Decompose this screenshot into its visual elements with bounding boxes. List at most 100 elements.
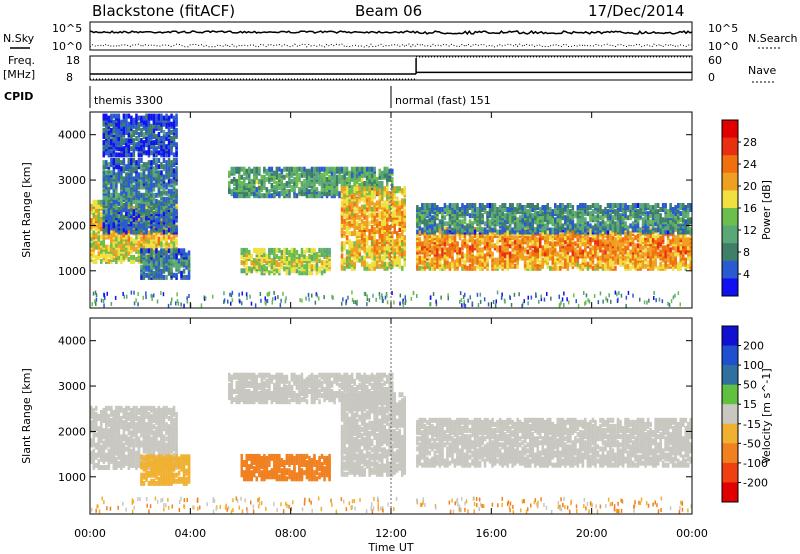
power-cell xyxy=(150,150,153,156)
power-cell xyxy=(654,239,657,245)
power-cell xyxy=(353,194,356,200)
power-cell xyxy=(172,140,176,146)
power-cell xyxy=(370,190,374,196)
nsearch-tick-bottom: 10^0 xyxy=(708,40,738,53)
power-cell xyxy=(100,240,103,246)
power-cell xyxy=(95,254,98,260)
power-cell xyxy=(393,208,397,214)
power-cell xyxy=(360,204,364,210)
power-cell xyxy=(185,274,188,280)
power-cell xyxy=(609,245,612,251)
power-cell xyxy=(579,233,582,239)
power-cell xyxy=(461,233,464,239)
power-cell xyxy=(375,222,379,228)
power-cell xyxy=(651,265,655,271)
power-cell xyxy=(370,181,374,186)
power-cell xyxy=(463,237,467,243)
power-cell xyxy=(102,194,106,200)
power-cell xyxy=(398,200,402,206)
power-cell xyxy=(102,160,106,166)
power-cell xyxy=(446,235,449,241)
power-cell xyxy=(258,247,261,253)
power-cell xyxy=(355,241,359,247)
power-cell xyxy=(353,216,356,222)
power-cell xyxy=(446,247,449,253)
power-cell xyxy=(140,214,143,220)
power-cell xyxy=(258,166,261,172)
power-cell xyxy=(105,248,108,254)
power-cell xyxy=(167,140,171,146)
power-cell xyxy=(463,233,467,239)
power-cell xyxy=(152,215,156,221)
power-cell xyxy=(160,248,163,254)
power-cell xyxy=(478,259,482,265)
power-cell xyxy=(152,170,156,176)
power-cell xyxy=(571,235,575,241)
power-cell xyxy=(451,235,454,241)
power-cell xyxy=(428,227,432,233)
power-cell xyxy=(170,236,173,242)
power-cell xyxy=(132,138,136,144)
power-cell xyxy=(636,251,640,257)
power-cell xyxy=(416,253,419,259)
power-cell xyxy=(102,172,106,178)
power-cell xyxy=(137,221,141,227)
power-cell xyxy=(120,234,123,240)
power-cell xyxy=(368,220,371,226)
power-cell xyxy=(228,181,231,186)
power-cell xyxy=(360,233,364,239)
power-cell xyxy=(353,166,356,172)
power-cell xyxy=(581,257,585,263)
power-cell xyxy=(386,202,389,208)
power-cell xyxy=(388,176,392,182)
power-cell xyxy=(95,240,98,246)
power-cell xyxy=(110,170,113,176)
power-cell xyxy=(305,247,309,253)
power-cell xyxy=(386,190,389,196)
power-cell xyxy=(381,170,384,176)
power-cell xyxy=(167,221,171,227)
power-cell xyxy=(127,256,131,262)
power-cell xyxy=(240,260,244,266)
power-cell xyxy=(110,212,113,217)
power-cell xyxy=(165,113,168,119)
power-cell xyxy=(92,240,96,246)
power-cell xyxy=(596,245,600,251)
power-cell xyxy=(115,219,118,225)
power-cell xyxy=(140,164,143,170)
power-cell xyxy=(383,231,387,237)
power-cell xyxy=(228,170,231,176)
power-cell xyxy=(531,255,535,261)
power-cell xyxy=(348,239,351,245)
power-cell xyxy=(310,166,314,172)
power-cell xyxy=(323,268,326,274)
power-cell xyxy=(604,257,607,263)
power-cell xyxy=(348,170,351,176)
power-cell xyxy=(110,203,113,208)
power-cell xyxy=(501,241,504,247)
power-cell xyxy=(441,237,444,243)
power-cell xyxy=(609,257,612,263)
power-cell xyxy=(448,237,452,243)
power-cell xyxy=(137,240,141,246)
power-cell xyxy=(345,186,349,192)
power-cell xyxy=(383,251,387,257)
power-cell xyxy=(559,237,562,243)
power-cell xyxy=(526,261,530,267)
power-cell xyxy=(290,247,294,253)
power-cell xyxy=(288,193,291,199)
power-cell xyxy=(105,113,108,119)
power-cell xyxy=(546,229,550,234)
power-cell xyxy=(258,178,261,184)
power-cell xyxy=(288,170,291,176)
power-cell xyxy=(396,186,399,192)
power-cell xyxy=(403,235,407,241)
power-cell xyxy=(172,248,176,254)
power-cell xyxy=(233,191,236,197)
power-cell xyxy=(687,237,690,243)
power-cell xyxy=(418,255,422,261)
power-cell xyxy=(391,204,394,210)
power-cell xyxy=(107,186,111,192)
power-cell xyxy=(310,270,314,276)
power-cell xyxy=(145,215,148,221)
